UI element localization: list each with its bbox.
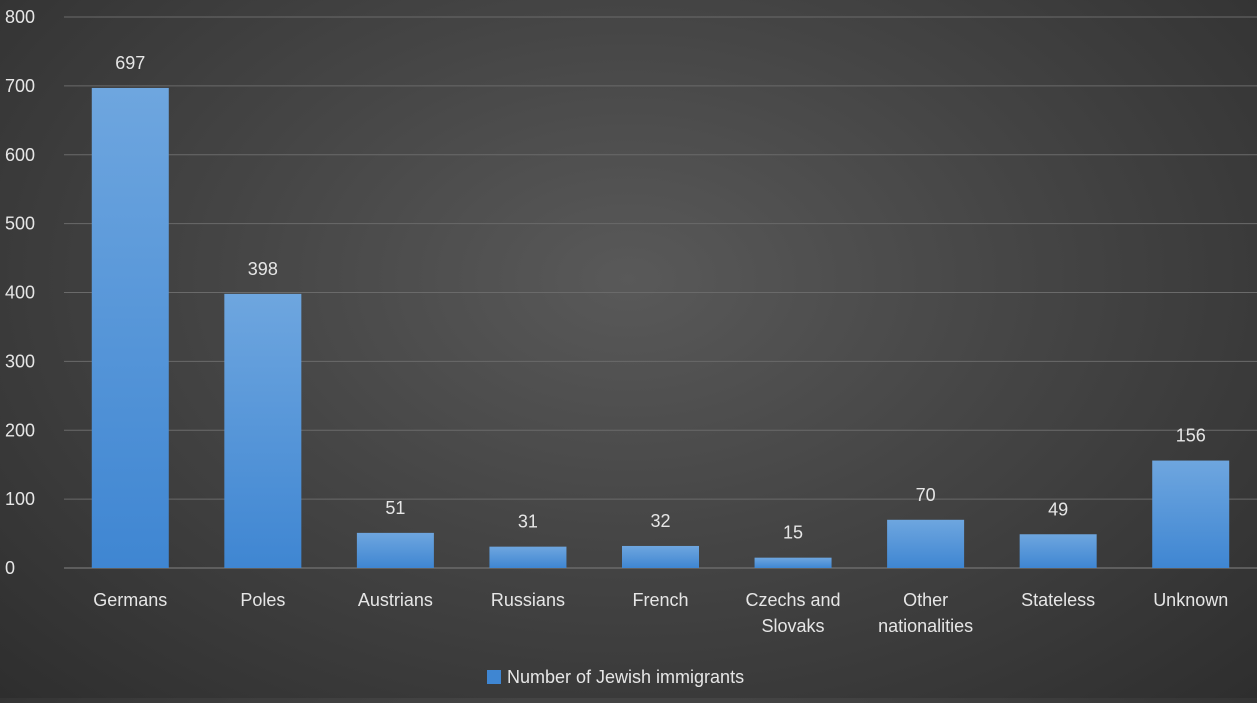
x-tick-label: nationalities bbox=[878, 616, 973, 636]
data-label: 398 bbox=[248, 259, 278, 279]
y-tick-label: 400 bbox=[5, 283, 35, 303]
x-tick-label: Russians bbox=[491, 590, 565, 610]
data-labels: 697 398 51 31 32 15 70 49 156 bbox=[115, 53, 1205, 543]
data-label: 31 bbox=[518, 512, 538, 532]
x-tick-label: Stateless bbox=[1021, 590, 1095, 610]
x-tick-label: Poles bbox=[240, 590, 285, 610]
data-label: 49 bbox=[1048, 499, 1068, 519]
y-tick-label: 300 bbox=[5, 351, 35, 371]
bar-french bbox=[622, 545, 699, 568]
y-tick-label: 800 bbox=[5, 7, 35, 27]
data-label: 32 bbox=[650, 511, 670, 531]
x-tick-label: French bbox=[632, 590, 688, 610]
x-tick-label: Austrians bbox=[358, 590, 433, 610]
legend-swatch bbox=[487, 670, 501, 684]
x-axis-tick-labels: Germans Poles Austrians Russians French Czech… bbox=[93, 590, 1228, 636]
y-tick-label: 0 bbox=[5, 558, 15, 578]
bars bbox=[91, 87, 1230, 568]
bar-russians bbox=[489, 546, 567, 568]
y-tick-label: 500 bbox=[5, 214, 35, 234]
bar-poles bbox=[224, 293, 302, 568]
y-tick-label: 700 bbox=[5, 76, 35, 96]
bar-unknown bbox=[1152, 460, 1230, 568]
x-tick-label: Czechs and bbox=[746, 590, 841, 610]
data-label: 697 bbox=[115, 53, 145, 73]
legend: Number of Jewish immigrants bbox=[487, 667, 744, 687]
x-tick-label: Other bbox=[903, 590, 948, 610]
x-tick-label: Slovaks bbox=[762, 616, 825, 636]
data-label: 51 bbox=[385, 498, 405, 518]
bar-stateless bbox=[1019, 534, 1097, 568]
y-tick-label: 100 bbox=[5, 489, 35, 509]
bar-germans bbox=[91, 87, 169, 568]
legend-label: Number of Jewish immigrants bbox=[507, 667, 744, 687]
x-tick-label: Unknown bbox=[1153, 590, 1228, 610]
bar-austrians bbox=[356, 532, 434, 568]
bar-other-nationalities bbox=[887, 519, 965, 568]
data-label: 156 bbox=[1176, 426, 1206, 446]
x-tick-label: Germans bbox=[93, 590, 167, 610]
y-tick-label: 200 bbox=[5, 420, 35, 440]
y-axis-tick-labels: 0 100 200 300 400 500 600 700 800 bbox=[5, 7, 35, 578]
bar-czechs-and-slovaks bbox=[754, 557, 832, 568]
data-label: 15 bbox=[783, 523, 803, 543]
y-tick-label: 600 bbox=[5, 145, 35, 165]
data-label: 70 bbox=[916, 485, 936, 505]
